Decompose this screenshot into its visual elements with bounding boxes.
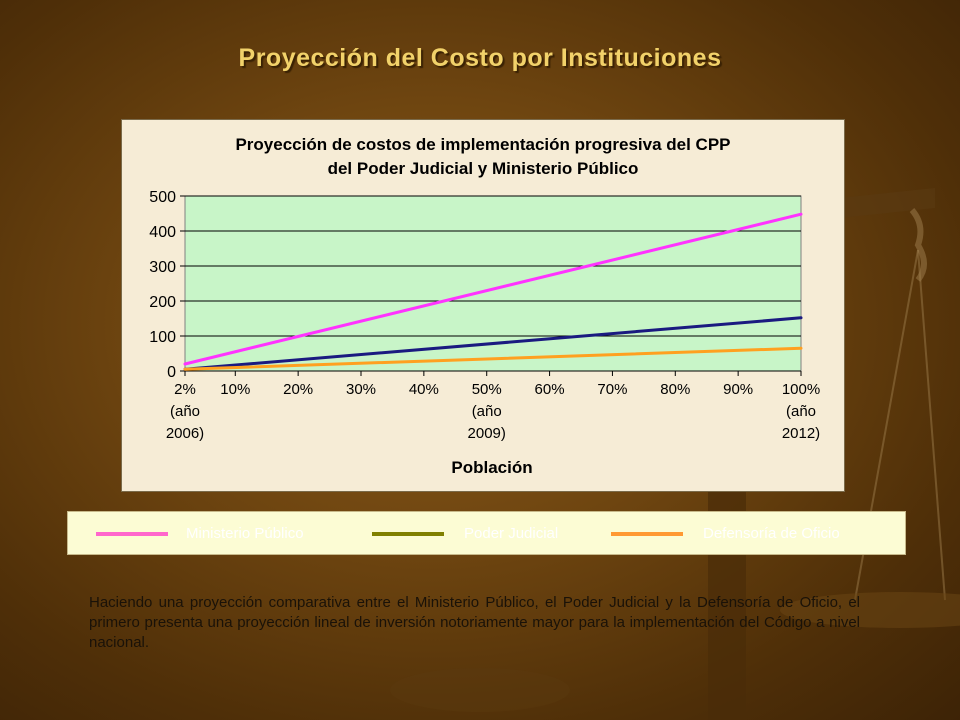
x-tick-label: 80%: [660, 381, 690, 398]
x-axis-label: Población: [451, 458, 532, 477]
x-tick-label: 40%: [409, 381, 439, 398]
legend-label-defensoria-de-oficio: Defensoría de Oficio: [703, 525, 840, 542]
x-tick-sublabel: (año: [170, 403, 200, 420]
legend-swatch-ministerio-publico: [96, 532, 168, 536]
series-lines: [183, 212, 803, 371]
legend-label-poder-judicial: Poder Judicial: [464, 525, 559, 542]
series-line-ministerio-publico: [183, 212, 803, 366]
y-tick-label: 400: [149, 224, 176, 241]
x-tick-label: 90%: [723, 381, 753, 398]
series-line-poder-judicial: [183, 316, 803, 371]
x-tick-label: 30%: [346, 381, 376, 398]
slide-description: Haciendo una proyección comparativa entr…: [89, 594, 860, 651]
x-axis: 2% (año 2006) 10% 20% 30% 40% 50% (año 2009) 60% 70…: [166, 371, 820, 442]
x-tick-sublabel: 2009): [468, 425, 506, 442]
gridlines: [185, 195, 801, 372]
y-axis: 0 100 200 300 400 500: [149, 189, 185, 381]
plot-area: [184, 195, 802, 372]
legend-label-ministerio-publico: Ministerio Público: [186, 525, 304, 542]
chart-legend: Ministerio Público Poder Judicial Defens…: [67, 511, 906, 555]
x-tick-label: 100%: [782, 381, 820, 398]
x-tick-label: 70%: [597, 381, 627, 398]
x-tick-sublabel: 2012): [782, 425, 820, 442]
chart-container: Proyección de costos de implementación p…: [121, 119, 845, 492]
x-tick-label: 2%: [174, 381, 196, 398]
slide-title: Proyección del Costo por Instituciones: [238, 44, 722, 72]
chart-title-line1: Proyección de costos de implementación p…: [235, 135, 730, 154]
x-tick-label: 50%: [472, 381, 502, 398]
y-tick-label: 0: [167, 364, 176, 381]
x-tick-sublabel: (año: [472, 403, 502, 420]
x-tick-label: 10%: [220, 381, 250, 398]
y-tick-label: 300: [149, 259, 176, 276]
series-line-defensoria-de-oficio: [183, 346, 803, 371]
y-tick-label: 100: [149, 329, 176, 346]
x-tick-label: 20%: [283, 381, 313, 398]
line-chart: Proyección de costos de implementación p…: [149, 135, 820, 477]
legend-swatch-poder-judicial: [372, 532, 444, 536]
chart-title-line2: del Poder Judicial y Ministerio Público: [328, 159, 639, 178]
x-tick-sublabel: (año: [786, 403, 816, 420]
y-tick-label: 200: [149, 294, 176, 311]
x-tick-label: 60%: [535, 381, 565, 398]
legend-swatch-defensoria-de-oficio: [611, 532, 683, 536]
y-tick-label: 500: [149, 189, 176, 206]
x-tick-sublabel: 2006): [166, 425, 204, 442]
